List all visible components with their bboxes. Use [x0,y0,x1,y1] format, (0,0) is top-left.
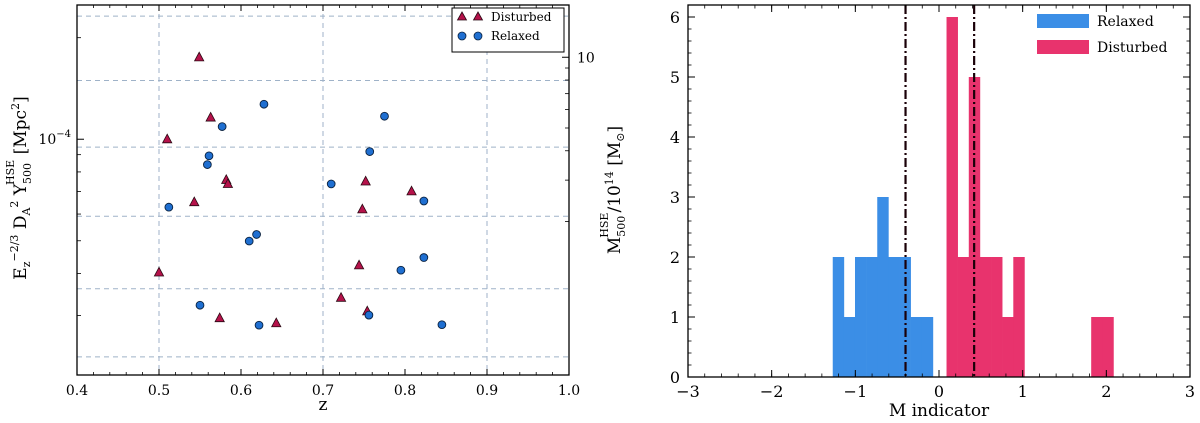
x-tick-label: 1.0 [558,383,580,399]
x-tick-label: 1 [1018,382,1028,401]
data-point-disturbed [360,175,371,186]
legend-label-disturbed: Disturbed [491,10,552,24]
x-tick-label: 3 [1185,382,1195,401]
threshold-lines [904,5,976,377]
hist-bar-disturbed [1102,317,1114,377]
data-point-disturbed [270,317,282,328]
right-plot-frame [687,4,1191,378]
legend-relaxed-swatch [1037,14,1089,28]
data-point-disturbed [353,259,365,270]
x-tick-label: 0.6 [230,383,252,399]
data-point-relaxed [259,99,269,109]
hist-bar-relaxed [888,257,900,377]
hist-bar-disturbed [946,17,958,377]
data-point-relaxed [164,202,174,212]
data-point-relaxed [396,265,406,275]
legend-label-disturbed-hist: Disturbed [1097,40,1167,56]
data-point-disturbed [205,111,216,122]
right-x-axis-label: M indicator [889,401,990,421]
hist-bar-disturbed [979,257,992,377]
y-tick-label: 3 [670,188,680,207]
data-point-disturbed [153,266,165,277]
left-x-ticks: 0.4 0.5 0.6 0.7 0.8 0.9 1.0 [66,5,580,399]
right-y-ticks: 0 1 2 3 4 5 6 [670,8,1190,387]
data-point-relaxed [204,151,214,161]
x-tick-label: −2 [760,382,784,401]
legend-label-relaxed-hist: Relaxed [1097,14,1154,30]
data-point-relaxed [364,310,374,320]
y-tick-label: 1 [670,308,680,327]
x-tick-label: 2 [1101,382,1111,401]
y-tick-label: 0 [670,368,680,387]
y-tick-label: 10−4 [38,129,71,148]
data-point-disturbed [188,196,200,207]
left-grid [77,5,569,375]
y-right-tick-label: 10 [577,50,595,66]
y-tick-label: 2 [670,248,680,267]
legend-disturbed-triangle [472,11,484,21]
left-y-ticks: 10−4 10 [38,37,595,376]
left-x-axis-label: z [319,395,328,415]
data-point-relaxed [380,111,389,121]
right-x-ticks: −3 −2 −1 0 1 2 3 [676,5,1195,401]
hist-bar-disturbed [957,257,970,377]
x-tick-label: 0.5 [148,383,170,399]
data-point-disturbed [193,51,205,62]
legend-disturbed-swatch [1037,40,1089,54]
data-point-disturbed [214,312,225,323]
x-tick-label: 0.4 [66,383,88,399]
legend-label-relaxed: Relaxed [491,29,540,43]
data-point-relaxed [252,230,261,239]
hist-bar-disturbed [1091,317,1103,377]
right-legend: Relaxed Disturbed [1037,14,1167,56]
x-tick-label: −1 [844,382,868,401]
data-point-disturbed [406,185,417,196]
left-points [153,51,447,330]
data-point-relaxed [254,320,264,330]
data-point-relaxed [244,236,254,246]
data-point-relaxed [419,253,429,262]
histogram-panel: −3 −2 −1 0 1 2 3 0 1 2 3 4 5 6 M indicator Relaxed D… [670,4,1195,421]
left-legend: Disturbed Relaxed [451,7,565,53]
data-point-relaxed [365,147,375,156]
x-tick-label: 0.7 [312,383,334,399]
hist-bar-relaxed [832,257,845,377]
y-tick-label: 4 [670,128,680,147]
data-point-relaxed [437,320,447,330]
legend-relaxed-circle [457,31,467,41]
y-tick-label: 5 [670,68,680,87]
data-point-relaxed [326,179,336,189]
hist-bar-relaxed [843,317,856,377]
hist-bar-relaxed [866,257,878,377]
hist-bar-disturbed [1013,257,1025,377]
legend-relaxed-circle [473,31,483,41]
hist-bar-disturbed [1002,317,1014,377]
hist-bar-relaxed [921,317,934,377]
x-tick-label: 0 [934,382,944,401]
x-tick-label: −3 [676,382,700,401]
data-point-disturbed [222,178,234,188]
data-point-relaxed [203,160,212,169]
y-tick-label: 6 [670,8,680,27]
data-point-disturbed [335,291,347,302]
hist-bar-disturbed [991,257,1003,377]
data-point-relaxed [217,122,227,131]
legend-disturbed-triangle [456,11,468,21]
hist-bar-relaxed [910,317,923,377]
data-point-disturbed [357,203,368,214]
data-point-disturbed [161,133,173,144]
hist-bar-relaxed [854,257,867,377]
data-point-relaxed [419,196,429,206]
scatter-panel: 0.4 0.5 0.6 0.7 0.8 0.9 1.0 10−4 10 z Ez−2/3 DA… [4,4,628,415]
data-point-relaxed [195,300,205,310]
left-right-y-axis-label: M500HSE/1014 [M⊙] [598,126,628,254]
x-tick-label: 0.9 [476,383,498,399]
left-y-axis-label: Ez−2/3 DA2 Y500HSE [Mpc2] [4,96,34,279]
hist-bar-relaxed [877,197,889,377]
x-tick-label: 0.8 [394,383,416,399]
